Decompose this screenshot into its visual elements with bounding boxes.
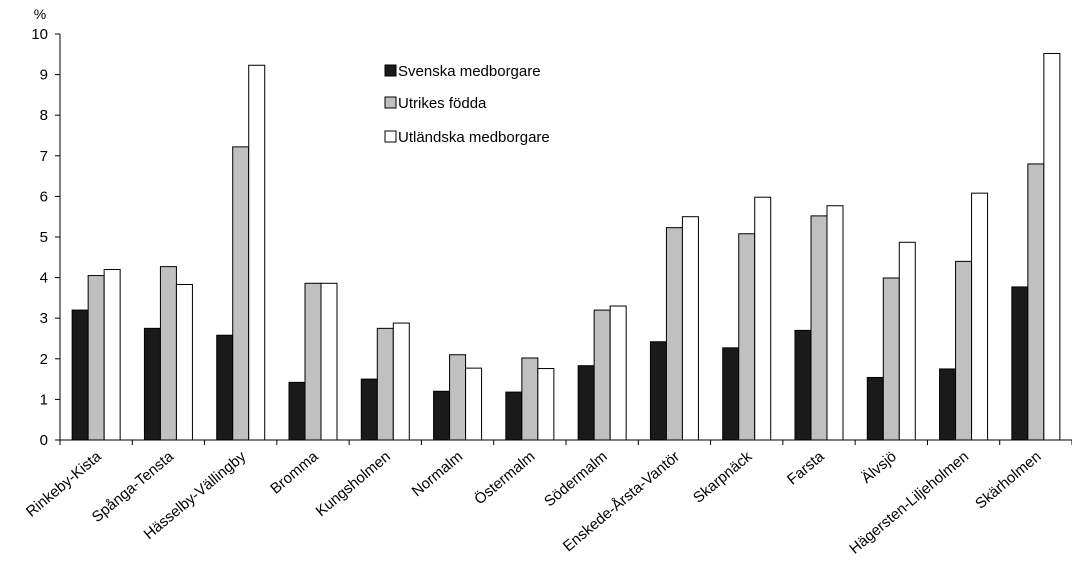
bar [304,282,322,441]
bar [593,309,611,441]
bar [609,305,627,441]
legend-swatch [384,130,397,143]
bar [794,329,812,441]
legend-label: Utländska medborgare [398,129,550,146]
bar [738,233,756,441]
y-axis-unit-label: % [34,6,46,22]
bar [143,327,161,441]
bar [665,227,683,441]
bar [505,391,523,441]
bar [360,378,378,441]
bar [159,266,177,441]
category-label: Skarpnäck [690,448,756,507]
legend: Svenska medborgare Utrikes födda Utländska… [384,63,550,146]
category-label: Östermalm [471,447,539,508]
category-labels: Rinkeby-KistaSpånga-TenstaHässelby-Välli… [23,447,1045,557]
bar [216,334,234,441]
bar [722,347,740,441]
y-tick-label: 5 [40,229,48,246]
bar [87,275,105,441]
category-label: Södermalm [541,448,611,510]
bars [71,52,1061,441]
bar [681,216,699,441]
category-label: Farsta [784,448,828,489]
y-tick-label: 3 [40,310,48,327]
bar [320,282,338,441]
legend-swatch [384,96,397,109]
bar [866,376,884,441]
bar [577,365,595,441]
y-tick-label: 4 [40,270,48,287]
bar [754,196,772,441]
bar [939,368,957,441]
category-label: Skärholmen [972,448,1044,512]
bar [649,341,667,441]
bar [103,268,121,441]
category-label: Kungsholmen [313,448,394,520]
y-tick-label: 7 [40,148,48,165]
bar [810,215,828,441]
bar [71,309,89,441]
bar [537,368,555,441]
bar [971,192,989,441]
bar [898,241,916,441]
y-tick-label: 8 [40,107,48,124]
category-label: Hägersten-Liljeholmen [846,448,972,558]
bar [1011,286,1029,441]
y-tick-label: 10 [31,26,48,43]
bar [248,64,266,441]
category-label: Älvsjö [858,448,900,487]
bar [449,354,467,441]
bar [521,357,539,441]
bar [232,146,250,441]
y-tick-label: 0 [40,432,48,449]
bar [288,381,306,441]
bar [955,260,973,441]
legend-swatch [384,64,397,77]
bar [175,284,193,441]
bar [1043,52,1061,441]
bar [826,205,844,441]
y-tick-label: 1 [40,391,48,408]
category-label: Normalm [409,448,467,500]
bar [433,390,451,441]
bar [376,327,394,441]
bar [392,322,410,441]
legend-label: Utrikes födda [398,95,487,112]
y-tick-label: 9 [40,67,48,84]
y-tick-label: 6 [40,188,48,205]
bar [882,277,900,441]
bar [1027,163,1045,441]
y-tick-label: 2 [40,351,48,368]
bar [465,367,483,441]
category-label: Bromma [267,448,322,498]
legend-label: Svenska medborgare [398,63,541,80]
category-label: Enskede-Årsta-Vantör [560,448,683,555]
